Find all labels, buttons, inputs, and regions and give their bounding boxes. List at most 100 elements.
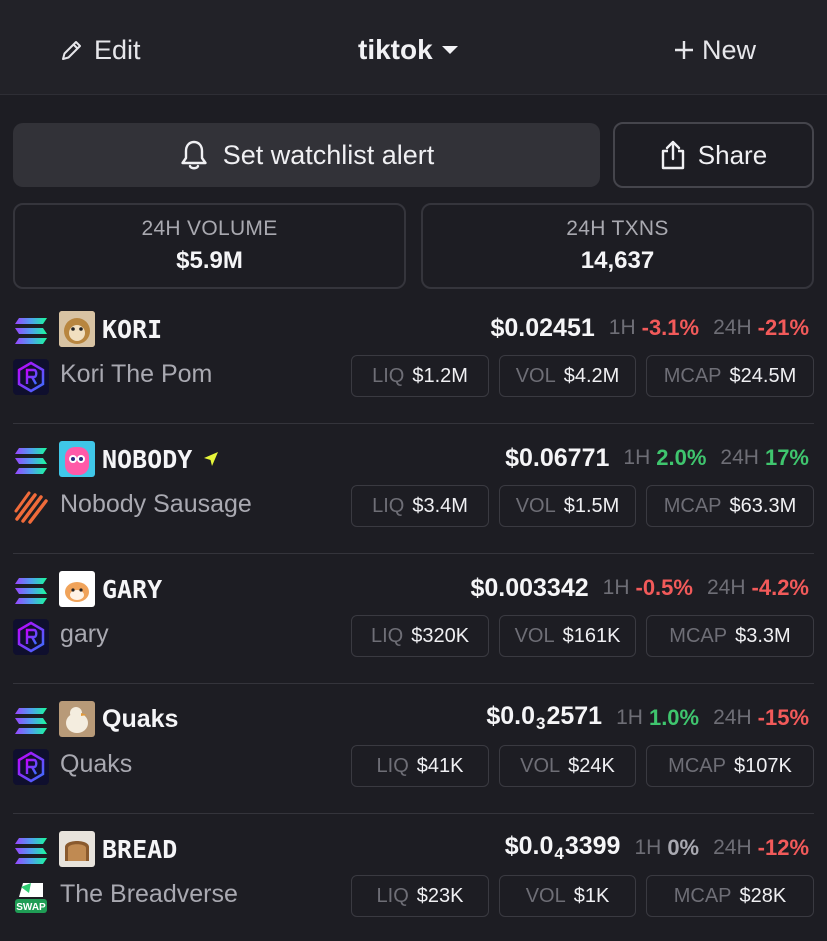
vol-pill: VOL $4.2M: [499, 355, 636, 397]
h24-change: -12%: [757, 835, 809, 860]
vol-label: VOL: [520, 754, 561, 777]
price-rest: 3399: [564, 832, 621, 860]
price-group: $0.032571 1H 1.0% 24H -15%: [486, 701, 809, 735]
token-symbol-text: BREAD: [102, 834, 178, 864]
token-row-kori[interactable]: KORI Kori The Pom $0.02451 1H -3.1% 24H …: [0, 294, 827, 424]
liq-pill: LIQ $3.4M: [351, 485, 489, 527]
token-price: $0.032571: [486, 702, 602, 734]
share-button[interactable]: Share: [613, 122, 814, 188]
h24-label: 24H: [713, 706, 752, 729]
vol-value: $24K: [568, 754, 615, 777]
token-name: gary: [60, 620, 109, 648]
token-symbol: Quaks: [102, 702, 178, 736]
row-divider: [13, 553, 814, 554]
h1-label: 1H: [602, 576, 630, 599]
solana-icon: [15, 318, 47, 344]
mcap-label: MCAP: [673, 884, 732, 907]
liq-value: $320K: [411, 624, 470, 647]
h24-label: 24H: [713, 836, 752, 859]
mcap-pill: MCAP $107K: [646, 745, 814, 787]
caret-down-icon: [441, 46, 458, 54]
liq-pill: LIQ $23K: [351, 875, 489, 917]
watchlist-selector[interactable]: tiktok: [358, 30, 459, 70]
token-row-bread[interactable]: BREAD SWAP The Breadverse $0.043399 1H 0…: [0, 814, 827, 941]
bell-icon: [181, 140, 207, 170]
price-group: $0.003342 1H -0.5% 24H -4.2%: [470, 571, 809, 605]
h24-change: -21%: [757, 315, 809, 340]
token-name: Quaks: [60, 750, 133, 778]
h1-change: -3.1%: [641, 315, 700, 340]
liq-label: LIQ: [376, 754, 409, 777]
h1-label: 1H: [616, 706, 643, 729]
metrics: LIQ $23K VOL $1K MCAP $28K: [351, 875, 814, 917]
row-divider: [13, 683, 814, 684]
mcap-pill: MCAP $28K: [646, 875, 814, 917]
metrics: LIQ $1.2M VOL $4.2M MCAP $24.5M: [351, 355, 814, 397]
token-avatar: [59, 311, 95, 347]
mcap-label: MCAP: [669, 624, 728, 647]
vol-pill: VOL $1.5M: [499, 485, 636, 527]
h24-change: 17%: [764, 445, 809, 470]
price-main: $0.0: [504, 832, 554, 860]
mcap-value: $63.3M: [729, 494, 797, 517]
token-avatar: [59, 701, 95, 737]
h24-change: -15%: [757, 705, 809, 730]
vol-value: $1K: [573, 884, 610, 907]
token-row-quaks[interactable]: Quaks Quaks $0.032571 1H 1.0% 24H -15% L…: [0, 684, 827, 814]
token-avatar: [59, 571, 95, 607]
vol-value: $1.5M: [563, 494, 620, 517]
top-bar: Edit tiktok New: [0, 0, 827, 95]
vol-pill: VOL $161K: [499, 615, 636, 657]
h1-change: 1.0%: [648, 705, 700, 730]
vol-value: $4.2M: [563, 364, 620, 387]
mcap-pill: MCAP $24.5M: [646, 355, 814, 397]
token-avatar: [59, 441, 95, 477]
token-row-nobody[interactable]: NOBODY Nobody Sausage $0.06771 1H 2.0% 2…: [0, 424, 827, 554]
edit-button[interactable]: Edit: [60, 30, 141, 70]
new-watchlist-button[interactable]: New: [674, 30, 756, 70]
token-symbol-text: GARY: [102, 574, 163, 604]
token-symbol-text: KORI: [102, 314, 163, 344]
row-divider: [13, 423, 814, 424]
price-group: $0.06771 1H 2.0% 24H 17%: [505, 441, 809, 475]
price-main: $0.003342: [470, 573, 589, 602]
token-price: $0.06771: [505, 444, 609, 473]
vol-pill: VOL $1K: [499, 875, 636, 917]
liq-value: $1.2M: [412, 364, 468, 387]
share-icon: [661, 140, 684, 170]
token-row-gary[interactable]: GARY gary $0.003342 1H -0.5% 24H -4.2% L…: [0, 554, 827, 684]
set-watchlist-alert-button[interactable]: Set watchlist alert: [13, 123, 600, 187]
token-symbol: BREAD: [102, 832, 177, 866]
token-symbol: GARY: [102, 572, 162, 606]
price-main: $0.02451: [490, 313, 595, 342]
liq-label: LIQ: [372, 364, 405, 387]
token-price: $0.043399: [505, 832, 621, 864]
liq-value: $23K: [416, 884, 464, 907]
txns-label: 24H TXNS: [566, 217, 669, 240]
token-symbol-text: Quaks: [102, 704, 179, 733]
token-name: Nobody Sausage: [60, 490, 252, 518]
liq-label: LIQ: [376, 884, 409, 907]
token-name: The Breadverse: [60, 880, 238, 908]
price-zero-count: 4: [554, 844, 564, 863]
liq-label: LIQ: [370, 624, 404, 647]
solana-icon: [15, 578, 47, 604]
boost-icon: [204, 452, 219, 466]
price-group: $0.043399 1H 0% 24H -12%: [505, 831, 809, 865]
h24-change: -4.2%: [751, 575, 809, 600]
mcap-pill: MCAP $3.3M: [646, 615, 814, 657]
volume-stat-card: 24H VOLUME $5.9M: [13, 203, 406, 289]
price-zero-count: 3: [536, 714, 546, 733]
mcap-value: $28K: [739, 884, 787, 907]
liq-pill: LIQ $41K: [351, 745, 489, 787]
mcap-value: $107K: [733, 754, 792, 777]
liq-value: $41K: [416, 754, 464, 777]
share-label: Share: [697, 139, 768, 170]
liq-label: LIQ: [372, 494, 405, 517]
swap-icon: SWAP: [15, 883, 47, 913]
h1-change: 2.0%: [656, 445, 707, 470]
liq-value: $3.4M: [412, 494, 468, 517]
metrics: LIQ $3.4M VOL $1.5M MCAP $63.3M: [351, 485, 814, 527]
token-avatar: [59, 831, 95, 867]
mcap-pill: MCAP $63.3M: [646, 485, 814, 527]
